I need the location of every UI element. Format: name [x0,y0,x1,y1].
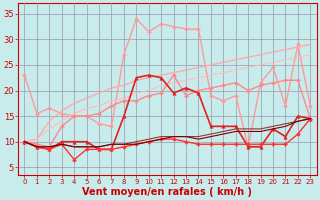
X-axis label: Vent moyen/en rafales ( km/h ): Vent moyen/en rafales ( km/h ) [82,187,252,197]
